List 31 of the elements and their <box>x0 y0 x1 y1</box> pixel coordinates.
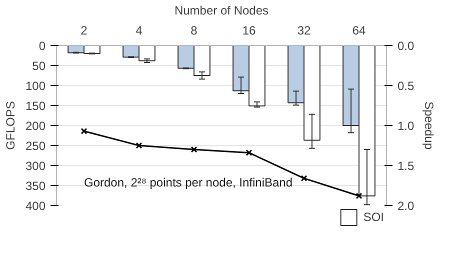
point <box>80 128 88 134</box>
y-tick-label: 300 <box>25 159 46 173</box>
x-tick-label: 8 <box>190 24 198 38</box>
y2-tick-label: 2.0 <box>398 199 415 213</box>
y-tick-label: 250 <box>25 139 46 153</box>
y2-tick-label: 0.0 <box>398 39 415 53</box>
x-tick-label: 32 <box>297 24 311 38</box>
x-tick-label: 4 <box>136 24 143 38</box>
point <box>300 175 308 182</box>
y2-axis-title: Speedup <box>422 101 436 150</box>
y2-tick-label: 1.0 <box>398 119 415 133</box>
y-tick-label: 150 <box>25 99 46 113</box>
y-tick-label: 400 <box>25 199 46 213</box>
point <box>356 192 362 200</box>
y-axis-title: GFLOPS <box>3 101 18 150</box>
y-tick-label: 0 <box>38 39 46 53</box>
point <box>246 149 252 156</box>
x-tick-label: 16 <box>242 24 256 38</box>
y-tick-label: 100 <box>25 79 46 93</box>
x-tick-label: 64 <box>352 24 366 38</box>
y2-tick-label: 1.5 <box>398 159 415 173</box>
y-tick-label: 350 <box>25 179 46 193</box>
point <box>136 142 142 149</box>
y2-tick-label: 0.5 <box>398 79 415 93</box>
x-axis-title: Number of Nodes <box>174 4 269 18</box>
legend-label: SOI <box>363 210 384 224</box>
y-tick-label: 200 <box>25 119 46 133</box>
y-tick-label: 50 <box>32 59 46 73</box>
x-tick-label: 2 <box>80 24 88 38</box>
point <box>190 146 198 153</box>
annotation: Gordon, 2²⁸ points per node, InfiniBand <box>84 176 293 190</box>
